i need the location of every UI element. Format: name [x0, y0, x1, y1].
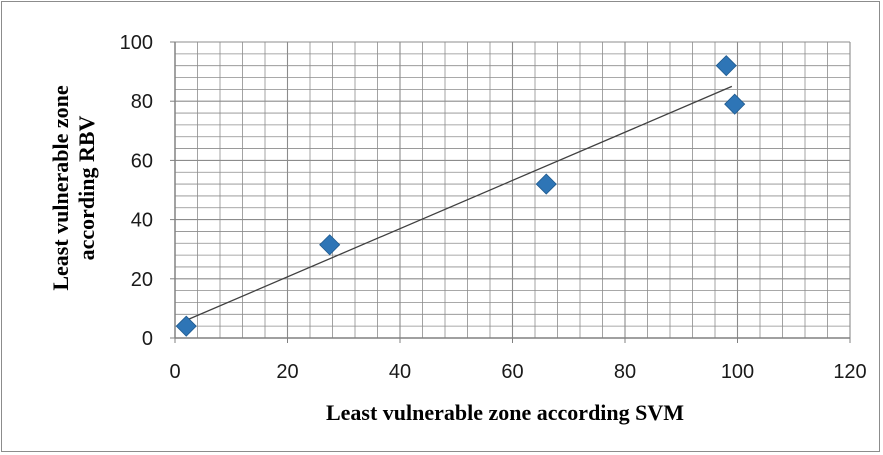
- x-tick-label: 60: [501, 361, 523, 383]
- y-tick-label: 80: [131, 91, 153, 113]
- y-tick-label: 100: [120, 32, 153, 54]
- y-tick-label: 40: [131, 210, 153, 232]
- data-point-diamond: [319, 234, 341, 256]
- y-tick-label: 20: [131, 269, 153, 291]
- trendline-layer: [185, 85, 733, 321]
- x-tick-label: 0: [169, 361, 180, 383]
- x-axis-title: Least vulnerable zone according SVM: [326, 400, 684, 425]
- y-axis-title-line-1: Least vulnerable zone: [48, 85, 73, 291]
- y-tick-label: 0: [142, 328, 153, 350]
- y-axis-title-line-2: according RBV: [74, 115, 99, 260]
- x-tick-label: 40: [389, 361, 411, 383]
- y-tick-label: 60: [131, 150, 153, 172]
- data-point-diamond: [535, 173, 557, 195]
- x-tick-label: 20: [276, 361, 298, 383]
- data-point-diamond: [175, 315, 197, 337]
- axes: [170, 41, 851, 343]
- data-point-diamond: [715, 55, 737, 77]
- x-tick-label: 100: [721, 361, 754, 383]
- x-tick-label: 80: [614, 361, 636, 383]
- y-axis-title: Least vulnerable zone according RBV: [48, 85, 99, 291]
- tick-labels: 0 20 40 60 80 100 120 0 20 40 60 80 100: [120, 32, 867, 383]
- grid: [174, 41, 851, 339]
- data-points: [175, 55, 746, 337]
- x-tick-label: 120: [833, 361, 866, 383]
- trendline: [185, 85, 733, 321]
- data-point-diamond: [724, 93, 746, 115]
